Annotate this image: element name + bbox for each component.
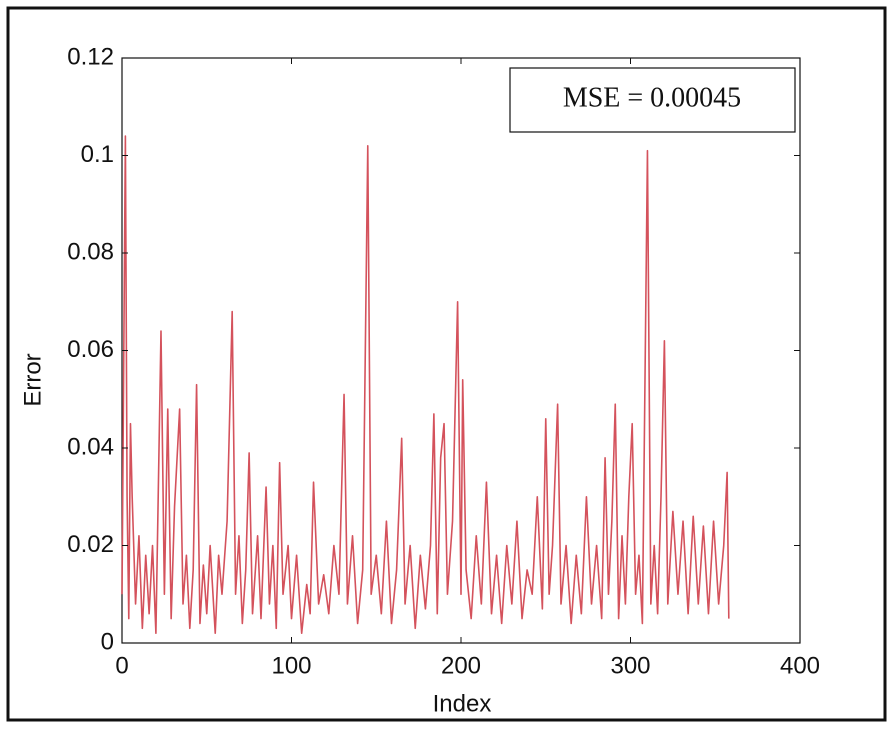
y-tick-label: 0.02 (67, 531, 114, 558)
y-tick-label: 0.04 (67, 433, 114, 460)
annotation: MSE = 0.00045 (563, 82, 741, 113)
x-tick-label: 200 (441, 652, 481, 679)
x-axis-label: Index (433, 690, 492, 717)
x-tick-label: 0 (115, 652, 128, 679)
x-tick-label: 400 (780, 652, 820, 679)
y-tick-label: 0.12 (67, 43, 114, 70)
error-line (121, 135, 730, 635)
y-tick-label: 0.1 (81, 141, 114, 168)
x-tick-label: 100 (271, 652, 311, 679)
y-tick-label: 0.08 (67, 238, 114, 265)
x-tick-label: 300 (610, 652, 650, 679)
annotation-box (509, 67, 796, 133)
y-axis-label: Error (19, 353, 46, 406)
y-tick-label: 0.06 (67, 336, 114, 363)
y-tick-label: 0 (101, 628, 114, 655)
frame (6, 6, 887, 722)
